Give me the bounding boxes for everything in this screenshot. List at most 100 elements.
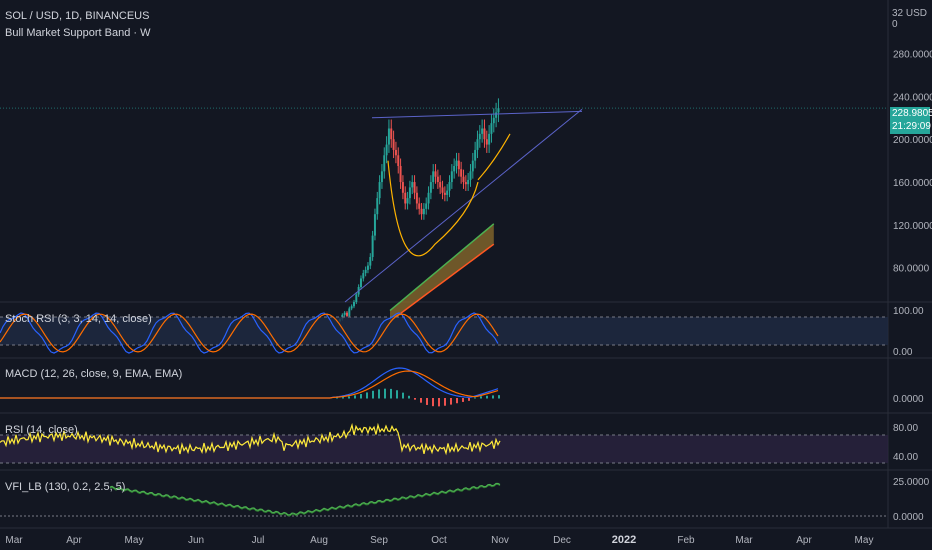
candle-body [359, 278, 362, 288]
candle-body [394, 149, 397, 156]
price-tick-label: 80.0000 [893, 264, 930, 275]
macd-histogram-bar [348, 396, 350, 399]
triangle-bottom-trendline [344, 108, 583, 303]
candle-body [411, 182, 414, 188]
cup-curve-right [477, 133, 511, 181]
candle-body [446, 190, 449, 195]
candle-body [343, 312, 346, 315]
macd-histogram-bar [354, 395, 356, 399]
candle-body [390, 128, 393, 140]
candle-body [413, 182, 416, 193]
candle-body [436, 176, 439, 183]
stoch-rsi-label[interactable]: Stoch RSI (3, 3, 14, 14, close) [5, 313, 152, 325]
last-price-value: 228.9805 [892, 108, 932, 119]
candle-body [373, 214, 376, 236]
macd-histogram-bar [378, 389, 380, 399]
candle-body [401, 182, 404, 193]
macd-label[interactable]: MACD (12, 26, close, 9, EMA, EMA) [5, 368, 183, 380]
candle-body [387, 128, 390, 145]
rsi-line [0, 422, 501, 456]
stoch-d-line [0, 313, 499, 353]
candle-body [408, 187, 411, 199]
symbol-title[interactable]: SOL / USD, 1D, BINANCEUS [5, 10, 150, 22]
macd-histogram-bar [342, 397, 344, 399]
time-tick-label: Apr [796, 535, 812, 546]
candle-body [478, 133, 481, 140]
candle-body [415, 192, 418, 204]
candle-body [385, 144, 388, 156]
macd-histogram-bar [420, 398, 422, 403]
indicator-band-label[interactable]: Bull Market Support Band · W [5, 27, 151, 39]
vfi-tick-label: 0.0000 [893, 512, 924, 523]
rsi-label[interactable]: RSI (14, close) [5, 424, 78, 436]
candle-body [462, 176, 465, 183]
price-tick-label: 120.0000 [893, 221, 932, 232]
macd-histogram-bar [396, 390, 398, 399]
macd-histogram-bar [384, 388, 386, 399]
triangle-top-trendline [371, 110, 583, 119]
candle-body [352, 302, 355, 307]
support-band-upper [389, 223, 495, 312]
time-tick-label: Dec [553, 535, 571, 546]
candle-body [448, 182, 451, 191]
time-tick-label: Feb [677, 535, 695, 546]
price-tick-label: 160.0000 [893, 178, 932, 189]
candle-body [383, 155, 386, 172]
macd-histogram-bar [408, 395, 410, 399]
macd-histogram-bar [336, 397, 338, 399]
macd-histogram-bar [444, 398, 446, 406]
candle-body [457, 160, 460, 170]
time-tick-label: May [125, 535, 144, 546]
candle-body [443, 192, 446, 195]
time-tick-label: Aug [310, 535, 328, 546]
vfi-label[interactable]: VFI_LB (130, 0.2, 2.5, 5) [5, 481, 126, 493]
candle-body [425, 203, 428, 209]
candle-body [469, 171, 472, 180]
candle-body [406, 198, 409, 204]
macd-histogram-bar [414, 398, 416, 400]
support-band-fill [390, 223, 494, 322]
last-price-tag: 228.9805 21:29:09 [890, 107, 932, 134]
candle-body [392, 139, 395, 150]
candle-body [441, 187, 444, 193]
candle-body [376, 198, 379, 215]
macd-histogram-bar [432, 398, 434, 407]
support-band-lower [389, 243, 495, 322]
candle-body [464, 182, 467, 185]
candle-body [488, 133, 491, 145]
candle-body [427, 192, 430, 204]
macd-histogram-bar [498, 395, 500, 399]
time-tick-label: May [855, 535, 874, 546]
candle-body [397, 155, 400, 166]
candle-body [495, 112, 498, 118]
candle-body [369, 257, 372, 266]
stoch-band-fill [0, 317, 888, 345]
macd-histogram-bar [468, 398, 470, 401]
macd-histogram-bar [390, 388, 392, 399]
candle-body [418, 203, 421, 209]
candle-body [485, 139, 488, 145]
rsi-tick-label: 80.00 [893, 423, 918, 434]
candle-body [439, 182, 442, 188]
time-tick-label: Mar [5, 535, 23, 546]
macd-histogram-bar [360, 394, 362, 399]
macd-histogram-bar [372, 390, 374, 399]
time-tick-label: Jun [188, 535, 204, 546]
candle-body [362, 273, 365, 279]
candle-body [434, 171, 437, 177]
time-tick-label: Nov [491, 535, 509, 546]
candle-body [371, 235, 374, 258]
macd-histogram-bar [462, 398, 464, 402]
candle-body [404, 192, 407, 204]
currency-label[interactable]: 32 USD 0 [892, 8, 928, 30]
time-tick-label: Mar [735, 535, 753, 546]
candle-body [420, 208, 423, 215]
time-tick-label: Apr [66, 535, 82, 546]
vfi-signal-line [109, 483, 501, 517]
candle-body [350, 306, 353, 309]
macd-tick-label: 0.0000 [893, 394, 924, 405]
candle-body [432, 171, 435, 183]
candle-body [490, 123, 493, 134]
vfi-tick-label: 25.0000 [893, 477, 930, 488]
